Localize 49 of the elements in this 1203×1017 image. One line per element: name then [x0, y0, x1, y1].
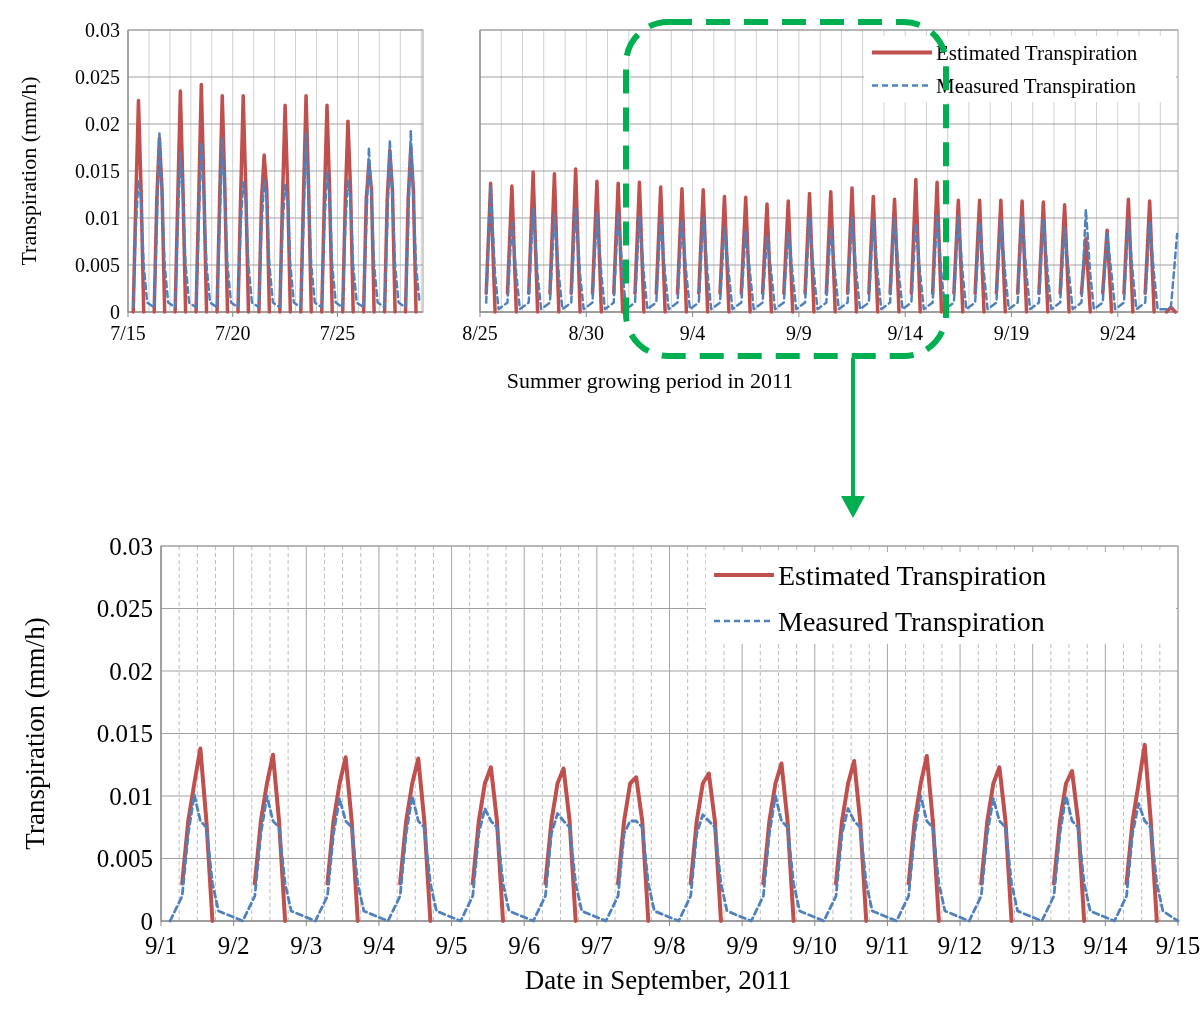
x-tick-label: 9/24 [1099, 322, 1136, 344]
y-tick-label: 0.015 [96, 720, 153, 748]
y-axis-title: Transpiration (mm/h) [20, 617, 50, 850]
x-tick-label: 7/20 [214, 322, 251, 344]
x-tick-label: 9/8 [653, 932, 686, 959]
x-axis-title: Summer growing period in 2011 [506, 368, 794, 393]
x-tick-label: 9/2 [217, 932, 250, 959]
x-tick-label: 7/25 [319, 322, 356, 344]
x-tick-label: 9/9 [726, 932, 759, 959]
y-axis-title: Transpiration (mm/h) [16, 76, 41, 266]
x-tick-label: 9/12 [937, 932, 983, 959]
x-tick-label: 9/14 [1083, 932, 1129, 959]
y-tick-label: 0.03 [109, 532, 153, 560]
x-tick-label: 9/6 [508, 932, 541, 959]
line-series [132, 129, 421, 309]
legend-label: Measured Transpiration [936, 73, 1137, 98]
x-tick-label: 9/11 [865, 932, 910, 959]
x-tick-label: 7/15 [110, 322, 146, 344]
y-tick-label: 0.02 [109, 657, 153, 685]
legend-label: Estimated Transpiration [778, 559, 1047, 591]
line-series [168, 793, 1180, 923]
x-tick-label: 9/15 [1155, 932, 1201, 959]
y-tick-label: 0.005 [96, 845, 153, 873]
x-tick-label: 8/25 [462, 322, 498, 344]
x-tick-label: 9/19 [993, 322, 1030, 344]
x-tick-label: 9/10 [792, 932, 838, 959]
y-tick-label: 0.025 [96, 595, 153, 623]
y-tick-label: 0.01 [109, 782, 153, 810]
x-tick-label: 9/5 [435, 932, 468, 959]
y-tick-label: 0.005 [75, 254, 120, 276]
x-tick-label: 9/13 [1010, 932, 1055, 959]
x-tick-label: 9/9 [786, 322, 812, 344]
legend-label: Estimated Transpiration [936, 40, 1138, 65]
x-axis-title: Date in September, 2011 [524, 965, 792, 995]
legend-label: Measured Transpiration [778, 605, 1045, 637]
x-tick-label: 9/3 [290, 932, 323, 959]
y-tick-label: 0 [140, 907, 153, 935]
y-tick-label: 0.01 [85, 207, 120, 229]
y-tick-label: 0.02 [85, 113, 120, 135]
y-tick-label: 0.015 [75, 160, 120, 182]
y-tick-label: 0.025 [75, 66, 120, 88]
x-tick-label: 9/1 [145, 932, 177, 959]
x-tick-label: 9/4 [679, 322, 706, 344]
x-tick-label: 8/30 [568, 322, 605, 344]
y-tick-label: 0.03 [85, 19, 120, 41]
x-tick-label: 9/14 [887, 322, 923, 344]
y-tick-label: 0 [110, 301, 120, 323]
x-tick-label: 9/4 [362, 932, 396, 959]
x-tick-label: 9/7 [580, 932, 613, 959]
